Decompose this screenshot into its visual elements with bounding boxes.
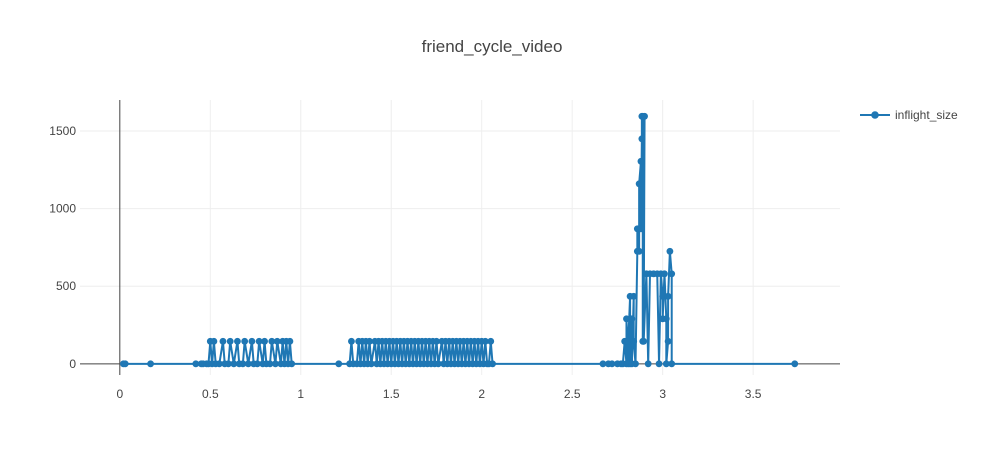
data-point[interactable] [288, 360, 296, 368]
legend-label: inflight_size [895, 108, 958, 122]
data-point[interactable] [661, 270, 668, 278]
data-point[interactable] [241, 337, 249, 345]
data-point[interactable] [210, 337, 218, 345]
data-point[interactable] [253, 360, 261, 368]
data-point[interactable] [666, 247, 674, 255]
data-point[interactable] [367, 360, 375, 368]
data-point[interactable] [266, 360, 274, 368]
y-tick-label: 0 [69, 357, 76, 371]
data-point[interactable] [628, 315, 636, 323]
x-tick-label: 3 [659, 387, 666, 401]
data-point[interactable] [272, 360, 279, 368]
data-point[interactable] [286, 337, 294, 345]
legend[interactable]: inflight_size [860, 108, 958, 122]
series-line [123, 115, 795, 365]
data-point[interactable] [664, 292, 672, 300]
data-point[interactable] [434, 360, 442, 368]
data-point[interactable] [230, 360, 238, 368]
data-point[interactable] [244, 360, 252, 368]
y-gridlines [80, 130, 840, 287]
data-point[interactable] [234, 337, 241, 345]
data-point[interactable] [630, 292, 638, 300]
data-point[interactable] [147, 360, 154, 368]
y-tick-label: 500 [56, 279, 76, 293]
data-point[interactable] [623, 315, 630, 323]
data-point[interactable] [224, 360, 232, 368]
data-point[interactable] [433, 337, 440, 345]
data-point[interactable] [624, 337, 632, 345]
data-point[interactable] [630, 337, 638, 345]
data-point[interactable] [255, 337, 263, 345]
data-point[interactable] [637, 225, 645, 233]
x-tick-label: 2.5 [564, 387, 581, 401]
data-point[interactable] [662, 315, 670, 323]
data-point[interactable] [366, 337, 373, 345]
x-tick-label: 3.5 [745, 387, 762, 401]
data-point[interactable] [489, 360, 496, 368]
data-point[interactable] [608, 360, 616, 368]
data-point[interactable] [121, 360, 129, 368]
data-point[interactable] [215, 360, 223, 368]
chart-title: friend_cycle_video [422, 37, 563, 56]
data-point[interactable] [635, 180, 643, 188]
data-point[interactable] [668, 270, 676, 278]
data-point[interactable] [192, 360, 200, 368]
data-point[interactable] [635, 247, 643, 255]
data-point[interactable] [640, 337, 648, 345]
data-point[interactable] [219, 337, 227, 345]
data-point[interactable] [273, 337, 281, 345]
y-tick-label: 1000 [49, 202, 76, 216]
data-point[interactable] [599, 360, 607, 368]
data-point[interactable] [268, 337, 276, 345]
data-point[interactable] [248, 337, 256, 345]
data-point[interactable] [641, 112, 648, 120]
data-point[interactable] [226, 337, 234, 345]
data-point[interactable] [638, 135, 646, 143]
x-tick-label: 1 [297, 387, 304, 401]
data-point[interactable] [239, 360, 247, 368]
x-tick-label: 0 [116, 387, 123, 401]
x-tick-label: 2 [478, 387, 485, 401]
data-point[interactable] [644, 360, 652, 368]
axes [80, 100, 840, 375]
x-tick-label: 1.5 [383, 387, 400, 401]
data-point[interactable] [791, 360, 799, 368]
legend-marker-icon [871, 111, 879, 119]
x-tick-labels: 0 0.5 1 1.5 2 2.5 3 3.5 [116, 387, 761, 401]
data-point[interactable] [662, 360, 670, 368]
series-layer [120, 112, 799, 368]
data-point[interactable] [637, 157, 645, 165]
data-point[interactable] [481, 337, 489, 345]
y-tick-labels: 0 500 1000 1500 [49, 124, 76, 371]
data-point[interactable] [659, 292, 667, 300]
data-point[interactable] [487, 337, 495, 345]
data-point[interactable] [668, 360, 676, 368]
y-tick-label: 1500 [49, 124, 76, 138]
data-point[interactable] [348, 337, 355, 345]
data-point[interactable] [632, 360, 639, 368]
data-point[interactable] [335, 360, 343, 368]
x-gridlines [209, 100, 754, 375]
data-point[interactable] [261, 337, 268, 345]
x-tick-label: 0.5 [202, 387, 219, 401]
data-point[interactable] [664, 337, 672, 345]
data-point[interactable] [655, 360, 663, 368]
